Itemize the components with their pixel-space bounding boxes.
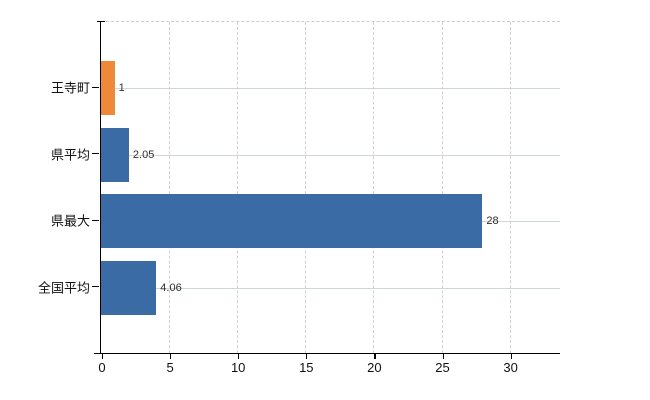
x-axis-line <box>94 352 560 354</box>
plot-area: 1 2.05 28 4.06 <box>101 21 560 353</box>
category-label: 県平均 <box>50 147 90 163</box>
bar-value-label: 4.06 <box>160 281 182 294</box>
x-axis-tick <box>442 354 444 359</box>
bar <box>101 61 115 116</box>
x-tick-label: 25 <box>435 360 450 375</box>
gridline-horizontal <box>101 88 560 90</box>
x-axis-tick <box>374 354 376 359</box>
bar-value-label: 2.05 <box>132 148 155 161</box>
x-tick-label: 10 <box>230 360 246 375</box>
x-axis-tick <box>102 354 104 359</box>
category-label: 県最大 <box>50 213 90 229</box>
x-tick-label: 15 <box>299 360 314 375</box>
gridline-horizontal <box>101 154 560 156</box>
gridline-vertical <box>509 22 511 353</box>
x-axis-tick <box>170 354 172 359</box>
gridline-horizontal <box>101 287 560 289</box>
y-axis-tick <box>92 153 99 155</box>
gridline-vertical <box>305 22 307 353</box>
x-axis-tick <box>238 354 240 359</box>
y-axis-line <box>99 21 101 354</box>
x-tick-label: 20 <box>367 360 382 375</box>
bar <box>101 194 483 249</box>
bar <box>101 127 129 182</box>
gridline-vertical <box>373 22 375 353</box>
bar <box>101 260 157 315</box>
x-tick-label: 30 <box>503 360 518 375</box>
y-axis-tick <box>92 219 99 221</box>
gridline-vertical <box>169 22 171 353</box>
gridline-vertical <box>237 22 239 353</box>
x-axis-tick <box>510 354 512 359</box>
bar-value-label: 28 <box>486 215 499 228</box>
category-label: 全国平均 <box>37 280 90 296</box>
bar-value-label: 1 <box>118 82 125 95</box>
x-tick-label: 5 <box>166 360 174 375</box>
y-axis-tick <box>92 286 99 288</box>
x-tick-label: 0 <box>98 360 106 375</box>
category-label: 王寺町 <box>50 80 90 96</box>
x-axis-tick <box>306 354 308 359</box>
y-axis-tick <box>92 86 99 89</box>
y-axis-top-tick <box>97 20 105 22</box>
gridline-vertical <box>441 22 443 353</box>
